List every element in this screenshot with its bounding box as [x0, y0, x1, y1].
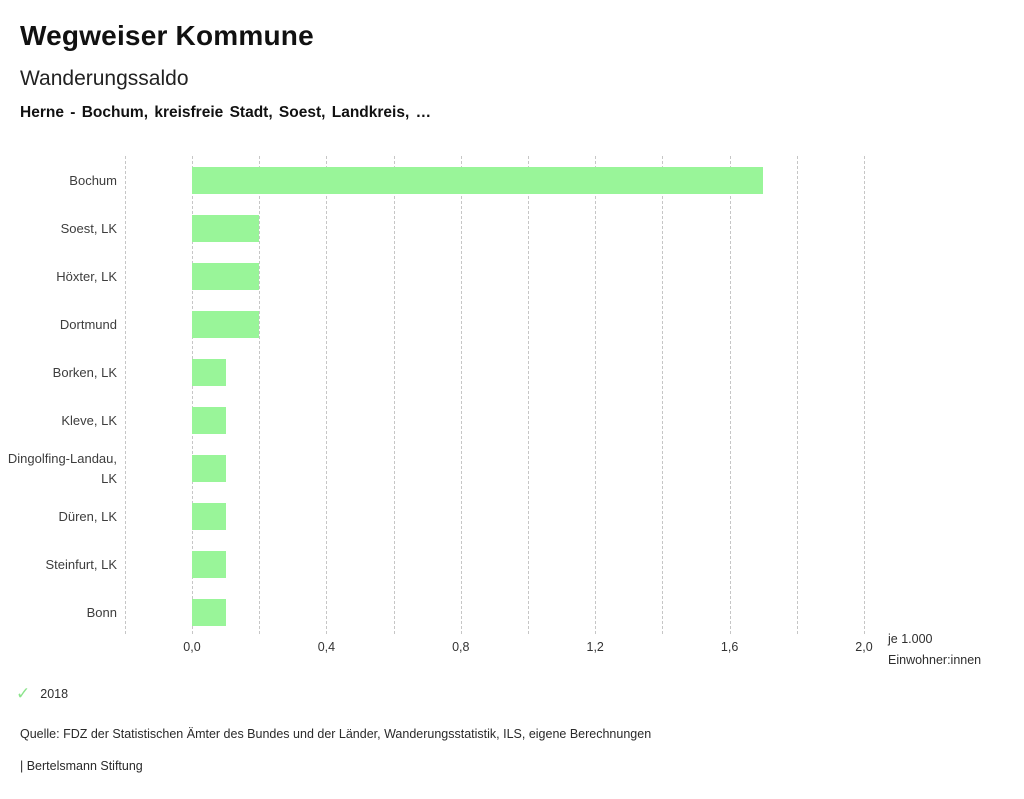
gridline: [326, 156, 328, 634]
chart-filter-line: Herne - Bochum, kreisfreie Stadt, Soest,…: [20, 104, 432, 121]
bar-düren-lk[interactable]: [192, 503, 226, 530]
gridline: [729, 156, 731, 634]
category-label: Bochum: [69, 172, 117, 188]
x-tick-label: 0,4: [317, 640, 336, 654]
category-label: Steinfurt, LK: [45, 556, 117, 572]
branding-note: | Bertelsmann Stiftung: [20, 759, 143, 773]
x-tick-label: 1,2: [586, 640, 604, 654]
category-label: Bonn: [86, 604, 117, 620]
x-tick-label: 2,0: [855, 640, 873, 654]
x-tick-label: 0,0: [183, 640, 201, 654]
category-label: Dingolfing-Landau, LK: [7, 450, 117, 486]
bar-borken-lk[interactable]: [192, 359, 226, 386]
x-axis-unit-label: je 1.000 Einwohner:innen: [888, 629, 981, 671]
legend-item-2018[interactable]: ✓ 2018: [16, 685, 68, 702]
bar-dingolfing-landau-lk[interactable]: [192, 455, 226, 482]
gridline: [864, 156, 865, 634]
bar-kleve-lk[interactable]: [192, 407, 226, 434]
gridline: [393, 156, 395, 634]
legend-year-label: 2018: [40, 686, 69, 701]
gridline: [192, 156, 193, 634]
bar-bochum[interactable]: [192, 167, 764, 194]
source-note: Quelle: FDZ der Statistischen Ämter des …: [20, 727, 652, 741]
gridline: [796, 156, 798, 634]
x-axis-unit-line2: Einwohner:innen: [888, 653, 982, 667]
category-label: Düren, LK: [58, 508, 117, 524]
gridline: [662, 156, 664, 634]
gridline: [595, 156, 597, 634]
gridline: [460, 156, 462, 634]
gridline: [124, 156, 126, 634]
x-tick-label: 1,6: [720, 640, 739, 654]
x-tick-label: 0,8: [452, 640, 470, 654]
x-axis-unit-line1: je 1.000: [888, 632, 933, 646]
category-label: Soest, LK: [60, 220, 117, 236]
category-label: Dortmund: [59, 316, 117, 332]
page-title: Wegweiser Kommune: [20, 20, 314, 51]
chart-title: Wanderungssaldo: [20, 67, 189, 90]
bar-steinfurt-lk[interactable]: [192, 551, 226, 578]
bar-soest-lk[interactable]: [192, 215, 260, 242]
category-label: Borken, LK: [52, 364, 117, 380]
bar-dortmund[interactable]: [192, 311, 260, 338]
checkmark-icon: ✓: [16, 684, 31, 703]
bar-höxter-lk[interactable]: [192, 263, 260, 290]
category-label: Höxter, LK: [56, 268, 117, 284]
bar-bonn[interactable]: [192, 599, 226, 626]
gridline: [259, 156, 261, 634]
gridline: [528, 156, 529, 634]
category-label: Kleve, LK: [61, 412, 117, 428]
